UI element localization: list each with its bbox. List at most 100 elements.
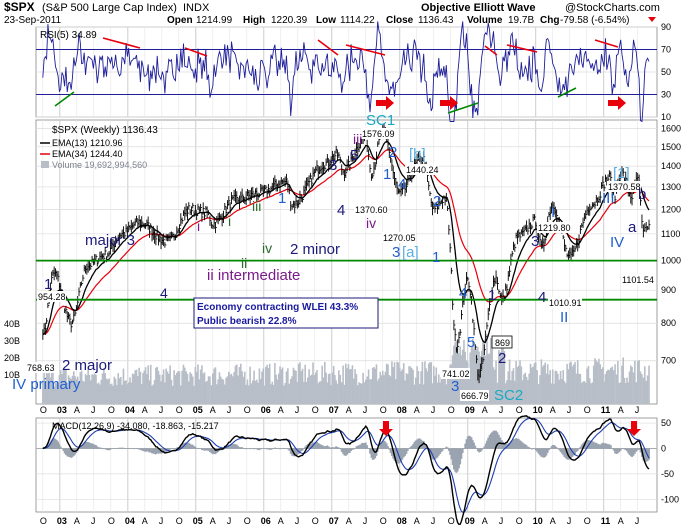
macd-histogram-bar [89, 443, 92, 449]
macd-histogram-bar [394, 448, 397, 463]
macd-histogram-bar [409, 446, 412, 449]
macd-histogram-bar [489, 433, 492, 449]
volume-bar [615, 374, 618, 404]
volume-bar [209, 376, 211, 404]
macd-histogram-bar [235, 444, 238, 449]
macd-histogram-bar [304, 446, 307, 449]
legend-ema13: EMA(13) 1210.96 [52, 138, 123, 148]
macd-histogram-bar [317, 443, 320, 449]
macd-histogram-bar [195, 448, 198, 449]
volume-bar [441, 375, 444, 404]
volume-bar [413, 384, 416, 404]
macd-histogram-bar [105, 448, 108, 450]
volume-bar [548, 374, 550, 404]
volume-bar [568, 362, 571, 404]
macd-histogram-bar [71, 448, 74, 458]
macd-histogram-bar [420, 439, 422, 449]
macd-histogram-bar [59, 446, 62, 449]
macd-histogram-bar [84, 441, 87, 449]
macd-title: MACD(12,26,9) -34.080, -18.863, -15.217 [52, 421, 219, 431]
macd-histogram-bar [187, 442, 190, 449]
volume-bar [487, 354, 490, 404]
rsi-tick-label: 70 [661, 45, 671, 55]
volume-bar [284, 383, 286, 404]
volume-tick-label: 20B [4, 353, 20, 363]
volume-bar [582, 381, 584, 404]
macd-histogram-bar [643, 448, 646, 462]
volume-bar [603, 381, 605, 404]
price-label-869: 869 [495, 338, 510, 348]
open-value: 1214.99 [196, 15, 233, 26]
macd-histogram-bar [551, 444, 554, 449]
volume-bar [313, 375, 316, 404]
volume-bar [176, 372, 178, 404]
macd-histogram-bar [504, 443, 507, 449]
macd-histogram-bar [500, 440, 503, 449]
volume-bar [330, 385, 332, 404]
macd-histogram-bar [264, 448, 267, 449]
x-tick-label: J [363, 405, 368, 415]
volume-bar [519, 360, 521, 404]
macd-histogram-bar [509, 441, 512, 449]
macd-histogram-bar [635, 448, 638, 452]
volume-bar [326, 382, 329, 404]
volume-bar [320, 381, 322, 404]
wave-label-iv-purple: iv [366, 215, 376, 231]
y-tick-label: 1200 [661, 204, 681, 214]
volume-bar [305, 381, 308, 404]
volume-bar [443, 376, 445, 404]
macd-histogram-bar [388, 448, 391, 450]
volume-bar [483, 339, 486, 404]
volume-bar [201, 365, 203, 404]
macd-histogram-bar [541, 448, 544, 458]
rsi-trendline [317, 39, 339, 56]
volume-bar [299, 362, 301, 404]
wave-label-3-dark: 3 [531, 233, 539, 250]
open-label: Open [167, 15, 193, 26]
volume-bar [631, 366, 633, 404]
volume-bar [514, 380, 516, 404]
volume-bar [608, 369, 611, 404]
volume-bar [373, 367, 375, 404]
macd-histogram-bar [461, 448, 464, 454]
volume-bar [500, 346, 503, 404]
volume-bar [421, 362, 424, 404]
macd-histogram-bar [429, 448, 431, 455]
volume-bar [375, 364, 378, 404]
volume-bar [429, 362, 431, 404]
macd-histogram-bar [191, 444, 194, 449]
volume-bar [434, 375, 436, 404]
macd-histogram-bar [257, 448, 260, 450]
macd-histogram-bar [626, 448, 628, 452]
volume-bar [540, 359, 543, 404]
macd-histogram-bar [594, 442, 596, 449]
volume-bar [374, 368, 377, 404]
volume-bar [194, 367, 197, 404]
macd-histogram-bar [511, 440, 514, 449]
macd-histogram-bar [437, 448, 440, 456]
volume-bar [523, 374, 525, 404]
volume-bar [533, 363, 536, 404]
macd-histogram-bar [163, 448, 166, 453]
volume-bar [263, 385, 266, 404]
volume-bar [58, 375, 61, 404]
macd-histogram-bar [526, 446, 529, 449]
macd-histogram-bar [231, 444, 234, 449]
volume-bar [356, 385, 359, 404]
macd-histogram-bar [343, 448, 346, 456]
macd-histogram-bar [574, 448, 576, 455]
wave-label-sc2: SC2 [494, 387, 523, 404]
volume-bar [120, 376, 122, 404]
volume-bar [563, 381, 566, 404]
volume-bar [409, 366, 412, 404]
macd-histogram-bar [628, 448, 631, 455]
macd-histogram-bar [434, 448, 436, 460]
volume-bar [543, 365, 545, 404]
volume-bar [507, 371, 510, 404]
macd-histogram-bar [169, 448, 172, 450]
volume-bar [397, 362, 400, 404]
macd-histogram-bar [157, 448, 160, 454]
volume-bar [303, 381, 305, 404]
macd-histogram-bar [354, 448, 356, 449]
volume-bar [626, 377, 628, 404]
